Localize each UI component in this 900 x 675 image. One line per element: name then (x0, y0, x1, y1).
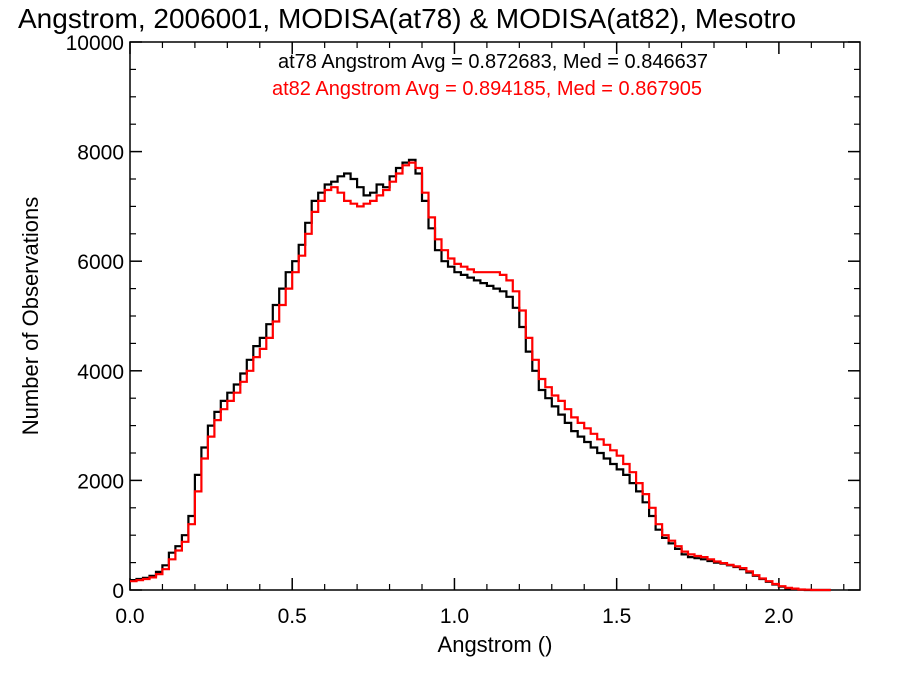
y-axis-label: Number of Observations (18, 197, 43, 435)
x-tick-label: 1.0 (440, 605, 469, 628)
x-axis-label: Angstrom () (438, 632, 553, 657)
y-tick-label: 2000 (77, 470, 124, 493)
y-axis-ticks: 0 2000 4000 6000 8000 10000 (66, 32, 860, 603)
series-line-at78 (130, 158, 831, 592)
series-group (130, 158, 831, 592)
x-tick-label: 0.0 (115, 605, 144, 628)
x-axis-ticks: 0.0 0.5 1.0 1.5 2.0 (115, 42, 845, 628)
y-tick-label: 0 (112, 580, 124, 603)
x-tick-label: 0.5 (278, 605, 307, 628)
chart-title: Angstrom, 2006001, MODISA(at78) & MODISA… (18, 3, 796, 34)
y-tick-label: 10000 (66, 32, 124, 55)
x-tick-label: 2.0 (764, 605, 793, 628)
annotation-at82-stats: at82 Angstrom Avg = 0.894185, Med = 0.86… (272, 78, 702, 100)
x-tick-label: 1.5 (602, 605, 631, 628)
y-tick-label: 4000 (77, 361, 124, 384)
y-tick-label: 8000 (77, 142, 124, 165)
series-line-at82 (130, 161, 831, 592)
annotation-at78-stats: at78 Angstrom Avg = 0.872683, Med = 0.84… (278, 51, 708, 73)
y-tick-label: 6000 (77, 251, 124, 274)
plot-frame (129, 41, 861, 591)
